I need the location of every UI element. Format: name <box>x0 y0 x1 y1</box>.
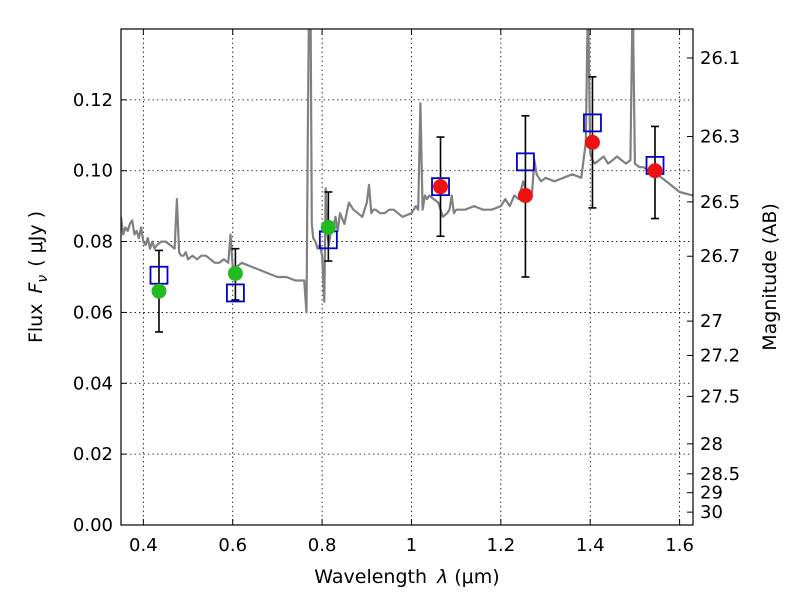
y-axis-label-subscript: ν <box>35 275 51 283</box>
y-tick-label: 0.10 <box>73 161 113 182</box>
observed-point-layer <box>151 134 663 299</box>
y2-tick-label: 26.5 <box>700 192 740 213</box>
nir-data-point <box>647 163 663 179</box>
y-tick-label: 0.00 <box>73 515 113 536</box>
y2-tick-label: 26.1 <box>700 48 740 69</box>
plot-frame <box>120 28 694 526</box>
y2-tick-label: 27 <box>700 311 723 332</box>
y-axis-label-symbol: F <box>25 282 47 294</box>
optical-data-point <box>151 283 167 299</box>
ticks: 0.4 0.6 0.8 1 1.2 1.4 1.6 0.00 0.02 0.04 0.06 0.08 0… <box>73 29 740 556</box>
optical-data-point <box>227 265 243 281</box>
x-axis-label-unit: (μm) <box>454 566 499 588</box>
y2-axis-label: Magnitude (AB) <box>759 203 781 351</box>
x-axis-label-prefix: Wavelength <box>314 566 427 588</box>
x-axis-label-symbol: λ <box>436 566 448 588</box>
nir-data-point <box>433 179 449 195</box>
x-tick-label: 0.4 <box>129 535 158 556</box>
nir-data-point <box>584 134 600 150</box>
y2-tick-label: 28 <box>700 434 723 455</box>
x-tick-label: 0.8 <box>308 535 337 556</box>
optical-data-point <box>320 219 336 235</box>
model-point-box <box>431 177 450 197</box>
x-tick-label: 1.4 <box>576 535 605 556</box>
y2-tick-label: 27.5 <box>700 386 740 407</box>
model-point-box <box>225 283 245 303</box>
x-tick-label: 1.6 <box>665 535 694 556</box>
y2-tick-label: 29 <box>700 483 723 504</box>
y2-tick-label: 30 <box>700 502 723 523</box>
y-tick-label: 0.08 <box>73 232 113 253</box>
y2-tick-label: 26.3 <box>700 127 740 148</box>
x-axis-label: Wavelength λ (μm) <box>314 566 499 588</box>
nir-data-point <box>517 188 533 204</box>
x-tick-label: 1.2 <box>487 535 516 556</box>
y-tick-label: 0.06 <box>73 302 113 323</box>
x-tick-label: 1 <box>406 535 417 556</box>
y-tick-label: 0.12 <box>73 90 113 111</box>
x-tick-label: 0.6 <box>218 535 247 556</box>
y-tick-label: 0.04 <box>73 373 113 394</box>
y-axis-label-unit: ( μJy ) <box>25 211 47 267</box>
y2-tick-label: 27.2 <box>700 345 740 366</box>
model-point-box <box>516 152 535 172</box>
y2-tick-label: 26.7 <box>700 246 740 267</box>
y-tick-label: 0.02 <box>73 444 113 465</box>
y2-tick-label: 28.5 <box>700 464 740 485</box>
y-axis-label: Flux Fν ( μJy ) <box>25 211 51 343</box>
y-axis-label-prefix: Flux <box>25 304 47 344</box>
model-point-box <box>583 113 602 133</box>
